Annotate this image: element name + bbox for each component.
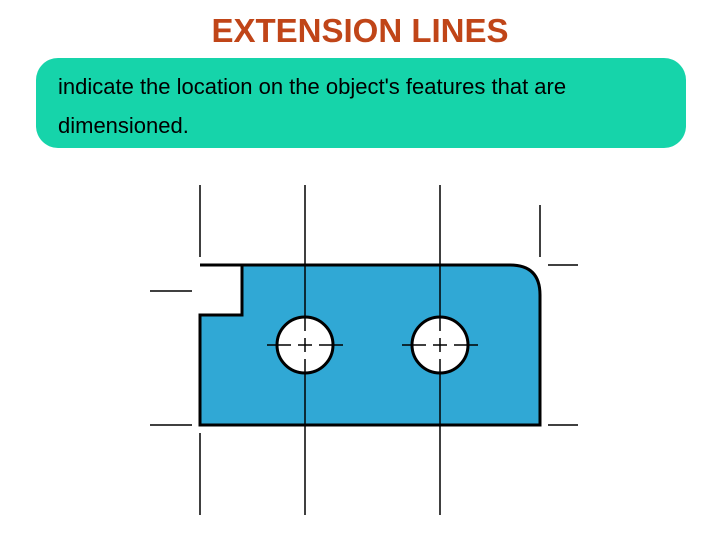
extension-lines-diagram [140,185,580,525]
description-box: indicate the location on the object's fe… [36,58,686,148]
page-title: EXTENSION LINES [0,12,720,50]
description-text: indicate the location on the object's fe… [58,74,566,138]
diagram-svg [140,185,580,525]
